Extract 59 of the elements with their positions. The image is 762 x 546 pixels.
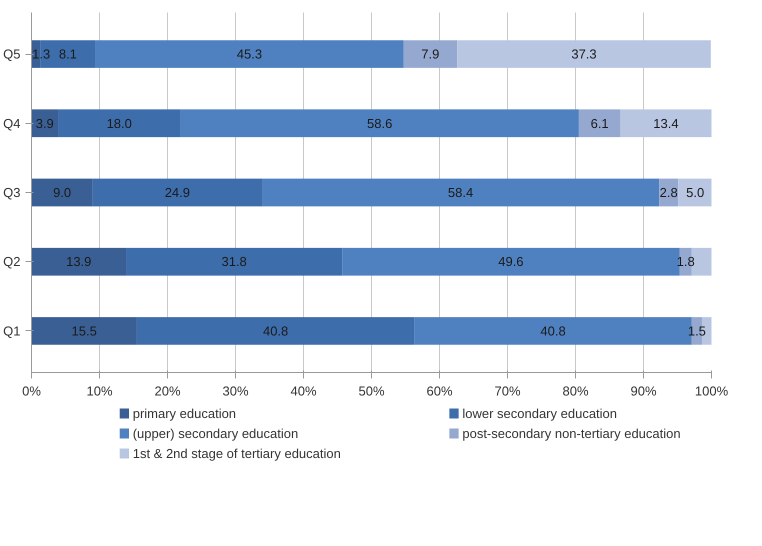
bar [32, 317, 137, 345]
data-label: 24.9 [164, 185, 190, 200]
x-tick-label: 10% [86, 384, 113, 398]
data-label: 40.8 [540, 323, 566, 338]
bar [678, 178, 712, 206]
x-tick-label: 80% [562, 384, 589, 398]
data-label: 58.4 [448, 185, 474, 200]
y-tick-label: Q5 [3, 46, 20, 62]
data-label: 8.1 [58, 46, 77, 62]
legend-label: 1st & 2nd stage of tertiary education [132, 446, 341, 461]
data-label: 58.6 [367, 116, 392, 131]
data-label: 7.9 [421, 46, 440, 62]
bar [262, 178, 660, 206]
bar [58, 109, 180, 138]
bar [403, 40, 458, 68]
x-tick-label: 100% [694, 384, 729, 398]
data-label: 40.8 [262, 323, 288, 338]
y-tick-label: Q2 [3, 254, 20, 270]
data-label: 1.8 [676, 254, 695, 270]
bar [126, 248, 342, 276]
data-label: 15.5 [72, 323, 97, 338]
bar [32, 248, 126, 276]
data-label: 18.0 [106, 116, 132, 131]
data-label: 1.5 [688, 323, 706, 338]
y-tick-label: Q1 [3, 323, 20, 338]
data-label: 37.3 [571, 46, 597, 62]
bar [32, 178, 93, 206]
x-tick-label: 60% [426, 384, 453, 398]
data-label: 13.4 [653, 116, 679, 131]
data-label: 31.8 [221, 254, 247, 270]
x-tick-label: 20% [154, 384, 181, 398]
data-label: 1.3 [32, 46, 50, 62]
legend-label: primary education [132, 406, 236, 421]
bar [136, 317, 414, 345]
x-tick-label: 90% [630, 384, 657, 398]
bar [92, 178, 262, 206]
bar [457, 40, 711, 68]
data-label: 6.1 [590, 116, 609, 131]
data-label: 3.9 [36, 116, 54, 131]
legend-label: post-secondary non-tertiary education [462, 426, 681, 441]
y-tick-label: Q3 [3, 185, 20, 200]
x-tick-label: 40% [290, 384, 317, 398]
data-label: 45.3 [236, 46, 262, 62]
data-label: 49.6 [498, 254, 524, 270]
bar [578, 109, 620, 138]
bar [620, 109, 712, 138]
data-label: 9.0 [53, 185, 72, 200]
x-tick-label: 70% [494, 384, 521, 398]
data-label: 2.8 [660, 185, 678, 200]
x-tick-label: 30% [222, 384, 249, 398]
data-label: 13.9 [66, 254, 92, 270]
data-label: 5.0 [686, 185, 704, 200]
y-tick-label: Q4 [3, 116, 20, 131]
bar [95, 40, 404, 68]
legend-label: (upper) secondary education [132, 426, 298, 441]
x-tick-label: 0% [22, 384, 42, 398]
bar [180, 109, 579, 138]
x-tick-label: 50% [358, 384, 385, 398]
legend-label: lower secondary education [462, 406, 618, 421]
